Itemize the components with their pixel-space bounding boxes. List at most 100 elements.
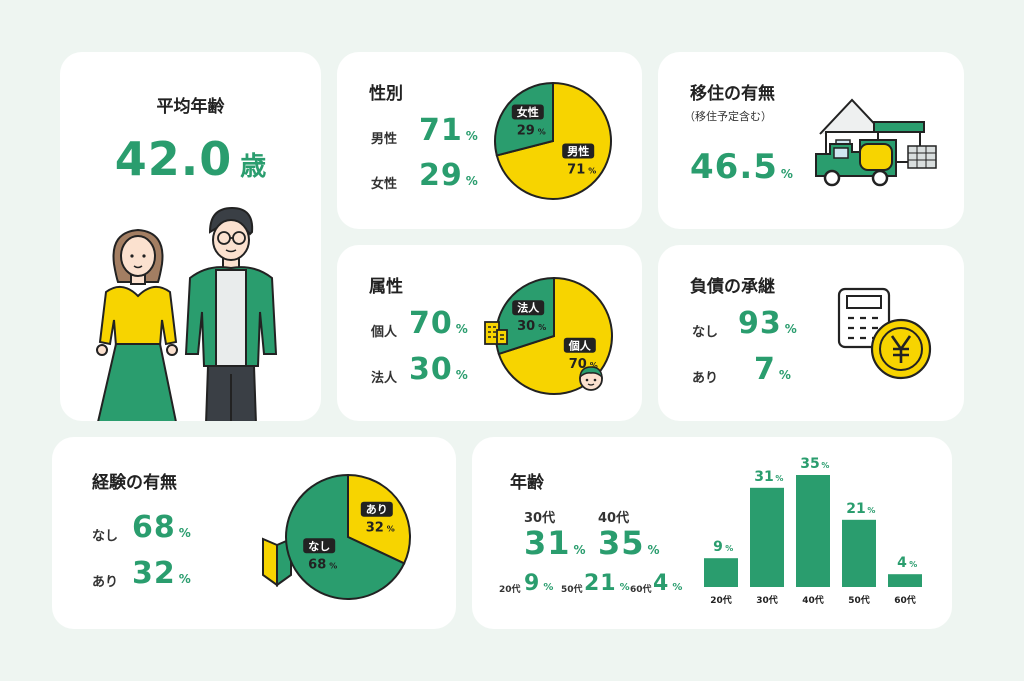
- gender-title: 性別: [369, 84, 403, 104]
- age-bar-0: [704, 558, 738, 587]
- age-20s-label: 20代: [499, 585, 521, 595]
- attribute-pie-label-0: 個人: [568, 338, 592, 352]
- age-bar-2: [796, 475, 830, 587]
- age-bar-chart: 9 % 20代 31 % 30代 35 % 40代 21 % 50代 4 % 60代: [704, 456, 922, 606]
- card-relocation: 移住の有無 （移住予定含む） 46.5%: [658, 52, 964, 229]
- gender-pie-label-0: 男性: [567, 144, 589, 158]
- age-bar-value-1: 31: [754, 469, 773, 485]
- gender-male-label: 男性: [371, 132, 398, 147]
- experience-title: 経験の有無: [92, 473, 177, 493]
- relocation-value: 46.5%: [690, 147, 793, 187]
- relocation-subtitle: （移住予定含む）: [684, 110, 772, 123]
- house-truck-illustration: [815, 98, 937, 187]
- age-20s-value: 9%: [524, 571, 554, 596]
- gender-pie-unit-0: %: [588, 167, 596, 176]
- card-average-age: 平均年齢 42.0 歳: [60, 52, 321, 421]
- age-bar-unit-4: %: [909, 560, 917, 569]
- debt-yes-value: 7%: [754, 352, 791, 387]
- card-attribute: 属性 個人 70% 法人 30% 個人 70% 法人 30%: [337, 245, 642, 421]
- face-icon: [579, 366, 603, 391]
- experience-pie-chart: あり 32 % なし 68%: [285, 473, 411, 600]
- attribute-pie-label-1: 法人: [517, 301, 540, 315]
- debt-yes-label: あり: [692, 371, 719, 386]
- age-bar-category-0: 20代: [710, 594, 732, 606]
- attribute-pie-unit-1: %: [538, 323, 546, 332]
- relocation-title: 移住の有無: [690, 84, 775, 104]
- age-bar-category-2: 40代: [802, 594, 824, 606]
- age-60s-label: 60代: [630, 585, 652, 595]
- age-30s-label: 30代: [524, 511, 556, 526]
- age-50s-value: 21%: [584, 571, 630, 596]
- building-icon: [484, 321, 508, 345]
- experience-none-value: 68%: [132, 510, 191, 545]
- card-experience: 経験の有無 なし 68% あり 32% あり 32% なし 68%: [52, 437, 456, 629]
- yen-coin-icon: [870, 318, 932, 380]
- attribute-pie-slice-0: [497, 276, 613, 395]
- card-debt: 負債の承継 なし 93% あり 7%: [658, 245, 964, 421]
- age-bar-value-3: 21: [846, 501, 865, 517]
- experience-yes-value: 32%: [132, 556, 191, 591]
- age-60s-value: 4%: [653, 571, 683, 596]
- experience-none-label: なし: [92, 529, 119, 544]
- man-illustration: [184, 206, 278, 421]
- age-title: 年齢: [510, 473, 544, 493]
- age-bar-value-4: 4: [897, 555, 907, 571]
- attribute-pie-tag-bg-0: [563, 337, 596, 353]
- age-bar-category-1: 30代: [756, 594, 778, 606]
- age-bar-unit-3: %: [867, 506, 875, 515]
- gender-pie-unit-1: %: [538, 127, 546, 136]
- debt-none-value: 93%: [738, 306, 797, 341]
- card-age-distribution: 年齢 30代 31% 40代 35% 20代 9% 50代 21% 60代 4%…: [472, 437, 952, 629]
- experience-pie-unit-1: %: [329, 561, 337, 570]
- age-bar-unit-2: %: [821, 461, 829, 470]
- attribute-pie-value-0: 70: [569, 357, 587, 372]
- age-bar-1: [750, 487, 784, 587]
- gender-pie-tag-bg-0: [562, 143, 595, 159]
- gender-male-value: 71%: [419, 113, 478, 148]
- gender-pie-label-1: 女性: [517, 105, 539, 119]
- experience-pie-label-1: なし: [308, 540, 330, 553]
- attribute-corporate-value: 30%: [409, 352, 468, 387]
- experience-pie-label-0: あり: [366, 503, 388, 516]
- attribute-corporate-label: 法人: [371, 371, 398, 386]
- attribute-pie-chart: 個人 70 % 法人 30%: [495, 276, 613, 395]
- debt-title: 負債の承継: [690, 277, 775, 297]
- experience-pie-unit-0: %: [387, 525, 395, 534]
- attribute-pie-value-1: 30: [517, 319, 535, 334]
- gender-female-value: 29%: [419, 158, 478, 193]
- attribute-individual-label: 個人: [371, 325, 398, 340]
- attribute-pie-tag-bg-1: [512, 300, 545, 316]
- experience-pie-slice-1: [285, 473, 406, 600]
- gender-pie-tag-bg-1: [511, 104, 544, 120]
- debt-none-label: なし: [692, 325, 719, 340]
- age-bar-category-4: 60代: [894, 594, 916, 606]
- gender-pie-value-0: 71: [567, 163, 585, 178]
- attribute-individual-value: 70%: [409, 306, 468, 341]
- experience-yes-label: あり: [92, 575, 119, 590]
- age-40s-value: 35%: [598, 524, 660, 562]
- experience-pie-value-1: 68: [308, 557, 326, 572]
- age-50s-label: 50代: [561, 585, 583, 595]
- experience-pie-slice-0: [347, 473, 411, 565]
- attribute-pie-unit-0: %: [590, 361, 598, 370]
- woman-illustration: [96, 228, 178, 421]
- card-gender: 性別 男性 71% 女性 29% 男性 71% 女性 29%: [337, 52, 642, 229]
- age-bar-category-3: 50代: [848, 594, 870, 606]
- age-bar-4: [888, 574, 922, 587]
- age-30s-value: 31%: [524, 524, 586, 562]
- experience-pie-value-0: 32: [366, 521, 384, 536]
- gender-female-label: 女性: [371, 177, 398, 192]
- attribute-title: 属性: [369, 277, 403, 297]
- age-bar-3: [842, 519, 876, 587]
- gender-pie-value-1: 29: [517, 123, 535, 138]
- age-bar-value-0: 9: [713, 539, 723, 555]
- age-bar-value-2: 35: [800, 456, 819, 472]
- age-bar-unit-0: %: [725, 544, 733, 553]
- average-age-value: 42.0 歳: [114, 132, 267, 186]
- age-bar-unit-1: %: [775, 474, 783, 483]
- experience-pie-tag-bg-1: [303, 538, 336, 554]
- gender-pie-chart: 男性 71 % 女性 29%: [494, 81, 612, 200]
- average-age-title: 平均年齢: [156, 97, 225, 117]
- experience-pie-tag-bg-0: [360, 501, 393, 517]
- age-40s-label: 40代: [598, 511, 630, 526]
